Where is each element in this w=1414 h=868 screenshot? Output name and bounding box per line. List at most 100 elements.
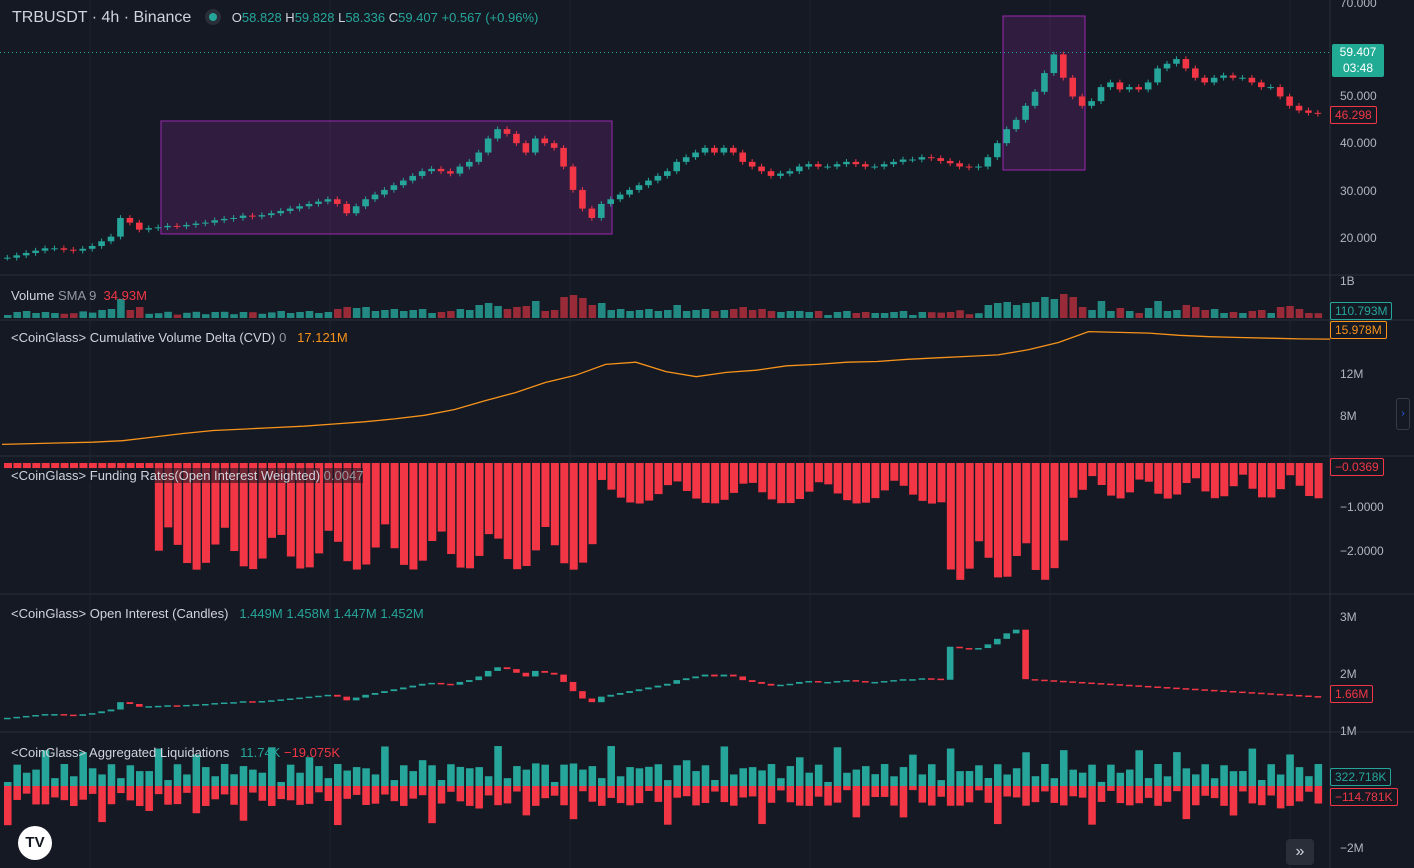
oi-candle — [362, 694, 369, 698]
liq-long-bar — [286, 764, 295, 786]
liq-long-bar — [13, 764, 21, 786]
oi-candle — [352, 697, 360, 701]
funding-bar — [1163, 463, 1172, 499]
liq-long-bar — [626, 767, 634, 786]
volume-bar — [1295, 309, 1304, 318]
liq-short-bar — [136, 786, 144, 806]
liq-short-bar — [664, 786, 672, 825]
liq-short-bar — [937, 786, 945, 797]
oi-candle — [1305, 695, 1312, 698]
liq-long-bar — [588, 766, 597, 786]
liq-short-bar — [1003, 786, 1011, 797]
liq-short-bar — [494, 786, 502, 806]
funding-bar — [428, 463, 437, 542]
liq-short-bar — [654, 786, 663, 802]
liq-short-bar — [843, 786, 851, 791]
volume-bar — [362, 307, 370, 318]
liq-long-bar — [1012, 768, 1021, 786]
volume-bar — [4, 315, 12, 318]
oi-badge: 1.66M — [1330, 685, 1374, 703]
liq-long-bar — [400, 765, 408, 786]
oi-candle — [164, 705, 171, 707]
chevron-right-icon[interactable]: › — [1396, 398, 1410, 430]
volume-bar — [1258, 310, 1266, 318]
liq-long-bar — [249, 769, 257, 786]
price-candle — [824, 166, 831, 168]
volume-bar — [843, 311, 851, 318]
funding-bar — [22, 463, 31, 469]
liq-long-bar — [447, 764, 455, 786]
volume-bar — [183, 312, 191, 318]
volume-bar — [730, 309, 738, 318]
oi-candle — [890, 680, 897, 682]
scroll-to-realtime-button[interactable]: » — [1286, 839, 1314, 865]
funding-bar — [541, 463, 550, 527]
oi-candle — [994, 638, 1001, 645]
oi-candle — [32, 715, 39, 717]
funding-bar — [494, 463, 503, 539]
funding-bar — [1031, 463, 1040, 570]
liq-long-bar — [692, 771, 700, 786]
price-candle — [1144, 82, 1152, 90]
oi-candle — [70, 714, 77, 717]
funding-bar — [1116, 463, 1125, 499]
liq-legend: <CoinGlass> Aggregated Liquidations 11.7… — [11, 745, 340, 760]
funding-bar — [805, 463, 814, 492]
eye-icon[interactable] — [205, 9, 222, 25]
volume-bar — [550, 310, 559, 318]
price-candle — [843, 161, 850, 165]
oi-candle — [1201, 689, 1209, 691]
price-candle — [862, 164, 869, 167]
oi-candle — [343, 696, 351, 701]
funding-bar — [352, 463, 361, 570]
oi-high: 1.458M — [286, 606, 330, 621]
oi-candle — [466, 680, 473, 682]
tradingview-logo[interactable]: TV — [18, 826, 52, 860]
oi-candle — [965, 648, 973, 650]
volume-bar — [1031, 302, 1040, 318]
liq-short-bar — [70, 786, 78, 806]
liq-long-bar — [1220, 765, 1228, 786]
liq-short-bar — [1192, 786, 1200, 806]
liq-short-bar — [956, 786, 964, 806]
oi-candle — [503, 667, 511, 670]
volume-bar — [522, 306, 531, 318]
liq-long-bar — [334, 764, 342, 786]
funding-bar — [1126, 463, 1135, 493]
liq-short-bar — [1182, 786, 1191, 820]
volume-bar — [13, 312, 21, 318]
liq-long-bar — [315, 766, 323, 786]
oi-candle — [390, 689, 398, 692]
funding-bar — [390, 463, 399, 549]
funding-bar — [1201, 463, 1210, 492]
liq-short-bar — [249, 786, 257, 793]
price-candle — [183, 224, 190, 227]
oi-candle — [748, 680, 756, 682]
price-candle — [1088, 101, 1095, 106]
liq-badge-pos: 322.718K — [1330, 768, 1392, 786]
funding-bar — [239, 463, 248, 567]
oi-candle — [1163, 687, 1171, 689]
volume-bar — [1088, 310, 1096, 318]
funding-bar — [767, 463, 776, 500]
price-candle — [1314, 112, 1322, 114]
volume-bar — [1144, 308, 1153, 318]
price-candle — [343, 203, 351, 214]
liq-long-bar — [230, 774, 238, 786]
funding-bar — [41, 463, 50, 469]
volume-bar — [946, 312, 955, 318]
liq-short-bar — [466, 786, 474, 806]
cvd-line — [1, 330, 1331, 446]
liq-short-bar — [352, 786, 361, 795]
liq-long-bar — [60, 764, 69, 786]
liq-long-bar — [1003, 774, 1011, 786]
liq-long-bar — [635, 768, 644, 786]
volume-bar — [1041, 297, 1049, 318]
oi-candle — [541, 670, 549, 673]
volume-bar — [1060, 294, 1068, 318]
price-candle — [79, 248, 87, 251]
oi-candle — [1286, 694, 1293, 696]
price-candle — [588, 208, 596, 218]
price-candle — [1163, 63, 1171, 69]
